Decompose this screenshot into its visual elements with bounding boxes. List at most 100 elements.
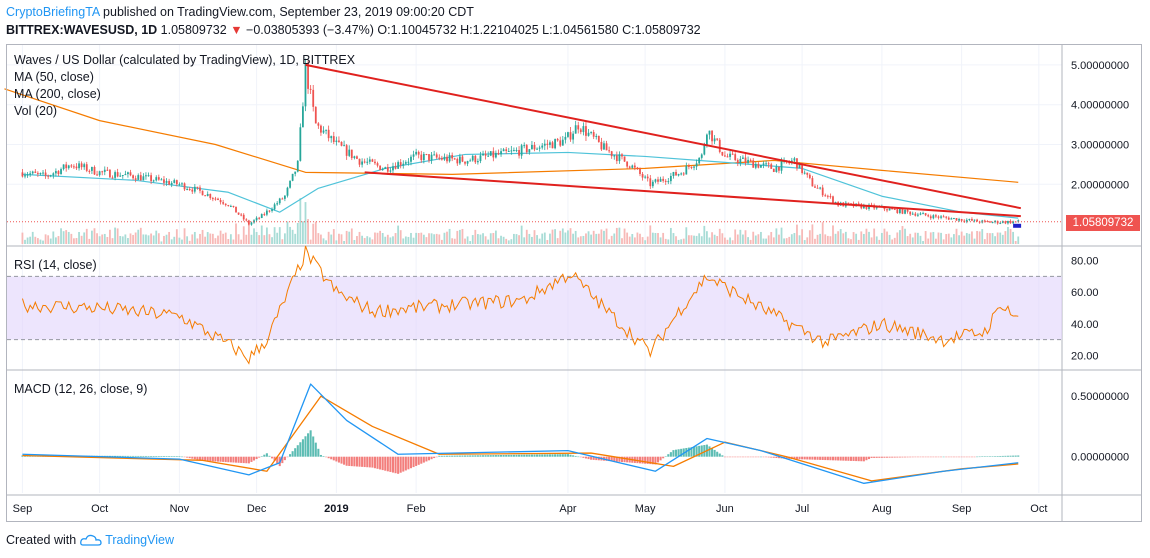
legend-ma200[interactable]: MA (200, close) bbox=[14, 87, 101, 101]
candle-body bbox=[330, 136, 333, 139]
tradingview-logo[interactable]: TradingView bbox=[80, 533, 174, 547]
macd-histogram-bar bbox=[551, 454, 554, 457]
volume-bar bbox=[677, 239, 680, 244]
volume-bar bbox=[600, 229, 603, 244]
macd-histogram-bar bbox=[528, 454, 531, 457]
candle-body bbox=[430, 154, 433, 161]
volume-bar bbox=[399, 230, 402, 244]
volume-bar bbox=[191, 234, 194, 244]
candle-body bbox=[137, 175, 140, 180]
volume-bar bbox=[145, 234, 147, 244]
volume-bar bbox=[458, 229, 461, 244]
macd-histogram-bar bbox=[355, 456, 358, 467]
volume-bar bbox=[896, 232, 899, 244]
macd-histogram-bar bbox=[124, 455, 127, 457]
legend-ma50[interactable]: MA (50, close) bbox=[14, 70, 94, 84]
volume-bar bbox=[852, 232, 855, 244]
candle-body bbox=[410, 156, 412, 162]
publisher-link[interactable]: CryptoBriefingTA bbox=[6, 5, 100, 19]
volume-bar bbox=[734, 229, 737, 244]
candle-body bbox=[662, 178, 665, 181]
volume-bar bbox=[67, 231, 70, 244]
volume-bar bbox=[832, 225, 834, 244]
volume-bar bbox=[973, 238, 976, 244]
macd-histogram-bar bbox=[620, 456, 624, 462]
candle-body bbox=[325, 129, 327, 131]
macd-histogram-bar bbox=[770, 456, 773, 458]
macd-histogram-bar bbox=[391, 456, 395, 473]
macd-histogram-bar bbox=[373, 456, 376, 469]
volume-bar bbox=[706, 231, 708, 244]
volume-bar bbox=[281, 239, 284, 244]
candle-body bbox=[188, 189, 191, 191]
macd-histogram-bar bbox=[224, 456, 227, 463]
macd-histogram-bar bbox=[942, 456, 945, 458]
x-tick-label: Nov bbox=[170, 503, 190, 515]
volume-bar bbox=[590, 234, 593, 244]
macd-histogram-bar bbox=[638, 456, 642, 464]
macd-histogram-bar bbox=[885, 456, 889, 458]
candle-body bbox=[163, 179, 165, 183]
legend-macd[interactable]: MACD (12, 26, close, 9) bbox=[14, 382, 148, 396]
volume-bar bbox=[206, 232, 209, 244]
candle-body bbox=[754, 163, 757, 168]
candle-body bbox=[659, 178, 662, 182]
legend-vol[interactable]: Vol (20) bbox=[14, 104, 58, 118]
volume-bar bbox=[88, 238, 91, 244]
macd-histogram-bar bbox=[734, 456, 737, 458]
candle-body bbox=[227, 205, 230, 207]
candle-body bbox=[533, 144, 536, 150]
candle-body bbox=[829, 196, 832, 198]
legend-rsi[interactable]: RSI (14, close) bbox=[14, 258, 97, 272]
volume-bar bbox=[893, 237, 896, 244]
candle-body bbox=[399, 162, 402, 166]
candle-body bbox=[93, 167, 96, 175]
candle-body bbox=[42, 172, 44, 174]
candle-body bbox=[464, 161, 466, 164]
macd-histogram-bar bbox=[453, 455, 456, 457]
volume-bar bbox=[325, 240, 327, 244]
macd-histogram-bar bbox=[193, 456, 196, 460]
candle-body bbox=[384, 167, 387, 169]
volume-bar bbox=[917, 232, 919, 244]
candle-body bbox=[24, 175, 26, 177]
candle-body bbox=[109, 169, 111, 178]
candle-body bbox=[505, 149, 508, 152]
candle-body bbox=[513, 150, 515, 152]
macd-histogram-bar bbox=[487, 455, 490, 457]
candle-body bbox=[569, 132, 572, 140]
candle-body bbox=[422, 154, 425, 161]
x-tick-label: Jun bbox=[716, 503, 734, 515]
macd-histogram-bar bbox=[955, 456, 958, 458]
volume-bar bbox=[350, 228, 353, 244]
candle-body bbox=[510, 150, 513, 152]
volume-bar bbox=[402, 238, 405, 244]
macd-histogram-bar bbox=[801, 456, 804, 460]
candle-body bbox=[958, 219, 960, 221]
volume-bar bbox=[289, 226, 291, 244]
macd-histogram-bar bbox=[837, 456, 840, 461]
volume-bar bbox=[927, 238, 930, 244]
macd-histogram-bar bbox=[273, 456, 276, 461]
volume-bar bbox=[839, 229, 842, 244]
macd-histogram-bar bbox=[448, 455, 451, 457]
candle-body bbox=[623, 156, 626, 162]
volume-bar bbox=[744, 230, 747, 244]
volume-bar bbox=[479, 234, 482, 244]
macd-histogram-bar bbox=[983, 456, 986, 457]
candle-body bbox=[729, 153, 731, 157]
candle-body bbox=[726, 156, 729, 158]
volume-bar bbox=[749, 239, 752, 244]
volume-bar bbox=[348, 231, 351, 244]
candle-body bbox=[376, 163, 379, 166]
candle-body bbox=[199, 187, 201, 191]
macd-histogram-bar bbox=[878, 456, 881, 458]
candle-body bbox=[224, 203, 227, 206]
macd-histogram-bar bbox=[1001, 455, 1004, 457]
volume-bar bbox=[860, 231, 863, 244]
volume-bar bbox=[299, 198, 302, 244]
volume-bar bbox=[157, 233, 160, 244]
volume-bar bbox=[384, 236, 387, 244]
volume-bar bbox=[284, 233, 286, 244]
